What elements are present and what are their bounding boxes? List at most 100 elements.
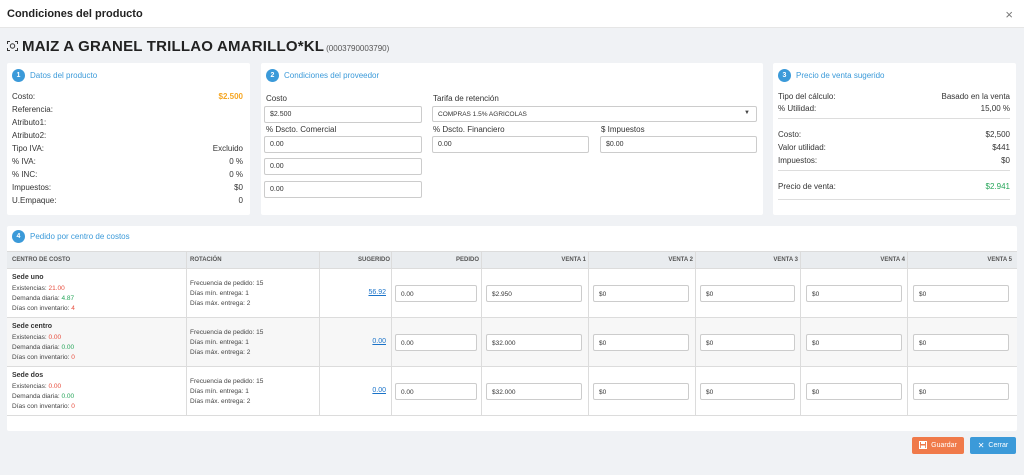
venta-4-input[interactable]: $0 (806, 334, 902, 351)
card-datos-producto: 1 Datos del producto Costo: $2.500 Refere… (7, 63, 250, 215)
step-badge: 3 (778, 69, 791, 82)
row-impuestos: Impuestos: $0 (778, 156, 1010, 165)
venta-5-input[interactable]: $0 (913, 285, 1009, 302)
dscto-financiero-label: % Dscto. Financiero (433, 125, 505, 134)
card-title-text: Condiciones del proveedor (284, 71, 380, 80)
demanda-diaria: Demanda diaria: 0.00 (12, 393, 75, 400)
sugerido-link[interactable]: 0.00 (372, 338, 386, 345)
th-venta-2: VENTA 2 (668, 257, 693, 263)
venta-3-input[interactable]: $0 (700, 285, 795, 302)
product-code: (0003790003790) (326, 44, 390, 53)
card-precio-venta: 3 Precio de venta sugerido Tipo del cálc… (773, 63, 1016, 215)
venta-4-input[interactable]: $0 (806, 285, 902, 302)
row-costo: Costo: $2,500 (778, 130, 1010, 139)
pedido-input[interactable]: 0.00 (395, 285, 477, 302)
card-title: 4 Pedido por centro de costos (12, 230, 130, 243)
dscto-financiero-input[interactable]: 0.00 (432, 136, 589, 153)
card-title: 2 Condiciones del proveedor (266, 69, 379, 82)
save-button[interactable]: Guardar (912, 437, 964, 454)
row-valor-utilidad: Valor utilidad: $441 (778, 143, 1010, 152)
card-title-text: Precio de venta sugerido (796, 71, 885, 80)
venta-3-input[interactable]: $0 (700, 334, 795, 351)
card-title: 3 Precio de venta sugerido (778, 69, 885, 82)
pedido-input[interactable]: 0.00 (395, 383, 477, 400)
modal-header: Condiciones del producto × (0, 0, 1024, 28)
existencias: Existencias: 0.00 (12, 334, 62, 341)
close-icon[interactable]: × (1005, 7, 1013, 22)
row-utilidad-pct: % Utilidad: 15,00 % (778, 104, 1010, 113)
venta-5-input[interactable]: $0 (913, 334, 1009, 351)
column-divider (588, 251, 589, 416)
venta-1-input[interactable]: $32.000 (486, 334, 582, 351)
dias-inventario: Días con inventario: 4 (12, 305, 75, 312)
venta-3-input[interactable]: $0 (700, 383, 795, 400)
venta-4-input[interactable]: $0 (806, 383, 902, 400)
sugerido-link[interactable]: 56.92 (368, 289, 386, 296)
dscto-comercial-label: % Dscto. Comercial (266, 125, 337, 134)
venta-1-input[interactable]: $32.000 (486, 383, 582, 400)
column-divider (481, 251, 482, 416)
row-atributo1: Atributo1: (12, 118, 47, 127)
dias-min-entrega: Días mín. entrega: 1 (190, 290, 249, 297)
divider (778, 199, 1010, 200)
column-divider (186, 251, 187, 416)
column-divider (800, 251, 801, 416)
card-condiciones-proveedor: 2 Condiciones del proveedor Costo $2.500… (261, 63, 763, 215)
dscto-comercial-input-3[interactable]: 0.00 (264, 181, 422, 198)
sede-name: Sede uno (12, 274, 44, 281)
sede-name: Sede dos (12, 372, 44, 379)
row-uempaque: U.Empaque: 0 (12, 196, 243, 205)
divider (778, 170, 1010, 171)
venta-2-input[interactable]: $0 (593, 334, 689, 351)
close-label: Cerrar (988, 442, 1009, 449)
costo-input[interactable]: $2.500 (264, 106, 422, 123)
card-title: 1 Datos del producto (12, 69, 97, 82)
venta-2-input[interactable]: $0 (593, 383, 689, 400)
sugerido-link[interactable]: 0.00 (372, 387, 386, 394)
venta-5-input[interactable]: $0 (913, 383, 1009, 400)
impuestos-input[interactable]: $0.00 (600, 136, 757, 153)
save-icon (919, 440, 928, 451)
dscto-comercial-input-1[interactable]: 0.00 (264, 136, 422, 153)
venta-1-input[interactable]: $2.950 (486, 285, 582, 302)
demanda-diaria: Demanda diaria: 0.00 (12, 344, 75, 351)
close-icon: ✕ (977, 441, 985, 450)
card-title-text: Pedido por centro de costos (30, 232, 130, 241)
frecuencia-pedido: Frecuencia de pedido: 15 (190, 280, 264, 287)
tarifa-select[interactable]: COMPRAS 1.5% AGRICOLAS ▼ (432, 106, 757, 122)
costo-label: Costo (266, 94, 287, 103)
dias-min-entrega: Días mín. entrega: 1 (190, 339, 249, 346)
th-sugerido: SUGERIDO (357, 257, 390, 263)
divider (778, 118, 1010, 119)
pedido-input[interactable]: 0.00 (395, 334, 477, 351)
dias-max-entrega: Días máx. entrega: 2 (190, 300, 251, 307)
frecuencia-pedido: Frecuencia de pedido: 15 (190, 329, 264, 336)
row-inc: % INC: 0 % (12, 170, 243, 179)
th-venta-5: VENTA 5 (987, 257, 1012, 263)
th-venta-3: VENTA 3 (773, 257, 798, 263)
row-iva: % IVA: 0 % (12, 157, 243, 166)
row-atributo2: Atributo2: (12, 131, 47, 140)
step-badge: 4 (12, 230, 25, 243)
card-title-text: Datos del producto (30, 71, 98, 80)
step-badge: 1 (12, 69, 25, 82)
existencias: Existencias: 21.00 (12, 285, 65, 292)
modal-title: Condiciones del producto (7, 8, 143, 20)
demanda-diaria: Demanda diaria: 4.87 (12, 295, 75, 302)
dscto-comercial-input-2[interactable]: 0.00 (264, 158, 422, 175)
venta-2-input[interactable]: $0 (593, 285, 689, 302)
close-button[interactable]: ✕ Cerrar (970, 437, 1016, 454)
tarifa-value: COMPRAS 1.5% AGRICOLAS (438, 111, 527, 118)
dias-inventario: Días con inventario: 0 (12, 354, 75, 361)
th-venta-1: VENTA 1 (561, 257, 586, 263)
th-venta-4: VENTA 4 (880, 257, 905, 263)
column-divider (695, 251, 696, 416)
row-tipo-iva: Tipo IVA: Excluido (12, 144, 243, 153)
column-divider (907, 251, 908, 416)
column-divider (391, 251, 392, 416)
save-label: Guardar (931, 442, 957, 449)
dias-max-entrega: Días máx. entrega: 2 (190, 398, 251, 405)
existencias: Existencias: 0.00 (12, 383, 62, 390)
tarifa-label: Tarifa de retención (433, 94, 499, 103)
column-divider (319, 251, 320, 416)
